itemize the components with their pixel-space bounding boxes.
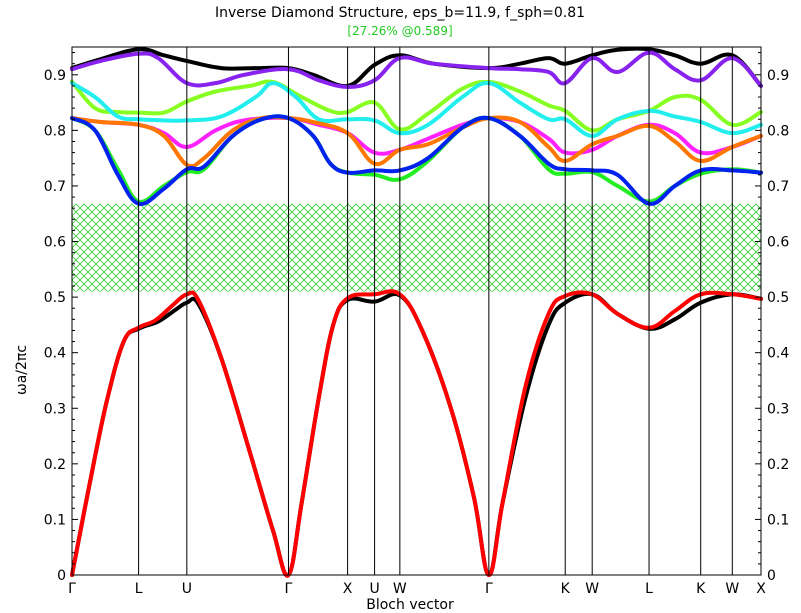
band-line-5 <box>70 114 763 169</box>
x-tick-label: L <box>135 581 143 597</box>
y-tick-label-right: 0.1 <box>767 512 789 528</box>
y-tick-label-right: 0.9 <box>767 68 789 84</box>
y-tick-label-left: 0.3 <box>44 401 66 417</box>
y-tick-label-left: 0.2 <box>44 457 66 473</box>
band-series <box>70 46 763 578</box>
y-tick-label-right: 0 <box>767 568 776 584</box>
y-tick-label-left: 0 <box>57 568 66 584</box>
y-tick-label-right: 0.8 <box>767 123 789 139</box>
plot-frame <box>71 46 762 576</box>
x-tick-label: L <box>645 581 653 597</box>
x-tick-label: W <box>725 581 739 597</box>
x-tick-label: U <box>182 581 192 597</box>
band-line-9 <box>70 50 763 89</box>
y-tick-label-left: 0.1 <box>44 512 66 528</box>
chart-title: Inverse Diamond Structure, eps_b=11.9, f… <box>215 5 585 21</box>
x-tick-label: X <box>343 581 353 597</box>
band-line-3 <box>70 114 763 207</box>
y-tick-label-left: 0.4 <box>44 346 66 362</box>
y-tick-label-left: 0.9 <box>44 68 66 84</box>
k-point-lines <box>138 47 733 575</box>
band-line-8 <box>70 79 763 133</box>
x-tick-label: W <box>585 581 599 597</box>
x-axis-label: Bloch vector <box>366 597 454 613</box>
y-tick-label-right: 0.4 <box>767 346 789 362</box>
chart-subtitle: [27.26% @0.589] <box>347 24 452 38</box>
x-tick-label: X <box>756 581 766 597</box>
x-tick-label: K <box>561 581 571 597</box>
y-tick-label-right: 0.7 <box>767 179 789 195</box>
x-tick-label: Γ <box>485 581 493 597</box>
y-tick-label-right: 0.2 <box>767 457 789 473</box>
y-tick-label-right: 0.3 <box>767 401 789 417</box>
y-tick-label-right: 0.5 <box>767 290 789 306</box>
y-tick-label-left: 0.8 <box>44 123 66 139</box>
x-tick-label: U <box>369 581 379 597</box>
x-tick-label: Γ <box>285 581 293 597</box>
band-gap-region <box>72 203 761 292</box>
y-axis-label: ωa/2πc <box>14 345 30 395</box>
x-tick-label: W <box>393 581 407 597</box>
y-tick-label-left: 0.6 <box>44 235 66 251</box>
band-line-1 <box>70 289 763 578</box>
y-tick-label-left: 0.7 <box>44 179 66 195</box>
x-tick-label: K <box>696 581 706 597</box>
y-ticks: 0 0 0.1 0.1 0.2 0.2 0.3 0.3 0.4 0.4 0.5 0.5 0.6 0.6 0.… <box>44 52 789 584</box>
x-tick-label: Γ <box>68 581 76 597</box>
y-tick-label-right: 0.6 <box>767 235 789 251</box>
y-tick-label-left: 0.5 <box>44 290 66 306</box>
band-line-2 <box>70 291 763 578</box>
